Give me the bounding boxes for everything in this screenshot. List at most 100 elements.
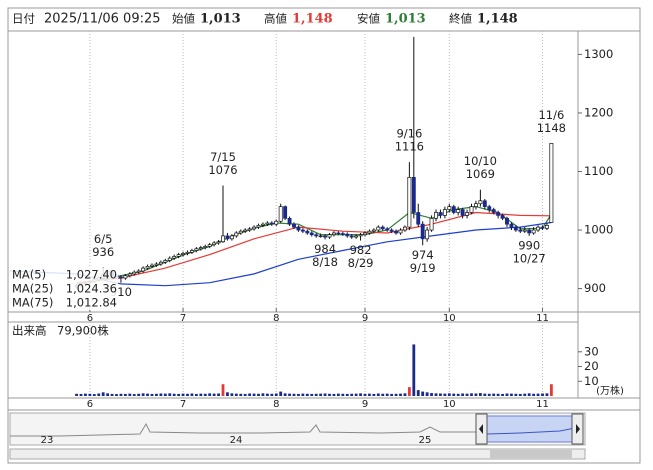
- navigator-window-line: [486, 427, 576, 435]
- annotation-value: 974: [412, 248, 434, 262]
- volume-bar: [532, 393, 536, 396]
- date-label: 日付: [12, 12, 35, 26]
- candle-body: [429, 217, 434, 231]
- volume-bar: [545, 393, 549, 396]
- candle-body: [389, 229, 394, 232]
- volume-bar: [523, 393, 527, 396]
- candle-body: [402, 226, 407, 231]
- x-tick-label: 7: [180, 313, 186, 324]
- navigator-window[interactable]: [486, 415, 578, 443]
- x-tick-label: 7: [180, 399, 186, 410]
- volume-bar: [439, 393, 442, 396]
- volume-bar: [372, 393, 376, 396]
- volume-bar: [97, 393, 101, 396]
- volume-bar: [243, 393, 247, 396]
- volume-bar: [399, 393, 402, 396]
- y-tick-label: 20: [584, 359, 599, 373]
- candle-body: [203, 246, 208, 248]
- y-tick-label: 1000: [584, 223, 613, 237]
- volume-bar: [443, 393, 447, 396]
- volume-bar: [155, 393, 158, 396]
- candle-body: [371, 229, 376, 232]
- candle-body: [447, 206, 452, 210]
- volume-bar: [518, 393, 522, 396]
- volume-latest: 79,900株: [57, 324, 109, 338]
- volume-bar: [274, 393, 278, 396]
- candle-body: [469, 206, 474, 213]
- volume-bar: [305, 393, 309, 396]
- frame: [7, 7, 641, 464]
- candle-body: [420, 223, 425, 240]
- candle-body: [438, 212, 443, 216]
- scrollbar-thumb[interactable]: [490, 450, 572, 458]
- y-tick-label: 1100: [584, 164, 613, 178]
- volume-bar: [75, 393, 78, 396]
- candle-body: [136, 270, 141, 273]
- candle-body: [340, 233, 345, 235]
- volume-bar: [283, 393, 287, 396]
- volume-bar: [270, 393, 274, 396]
- candle-body: [172, 256, 177, 259]
- scrollbar[interactable]: [9, 448, 586, 460]
- volume-bar: [84, 393, 87, 396]
- candle-body: [536, 226, 541, 231]
- candle-body: [300, 229, 305, 232]
- annotation-date: 10/27: [513, 251, 546, 265]
- candle-body: [416, 212, 421, 225]
- volume-bar: [137, 393, 141, 396]
- volume-bar: [359, 393, 362, 396]
- x-tick-label: 10: [443, 399, 456, 410]
- candle-body: [487, 206, 492, 210]
- volume-bar: [199, 393, 203, 396]
- candle-body: [505, 217, 509, 225]
- volume-bar: [234, 393, 238, 396]
- candle-body: [522, 229, 527, 232]
- volume-bar: [177, 393, 181, 396]
- candle-body: [118, 276, 123, 279]
- candle-body: [531, 229, 536, 234]
- candle-body: [238, 230, 243, 234]
- candle-body: [256, 225, 261, 228]
- annotation-date: 9/16: [396, 127, 422, 141]
- candle-body: [473, 203, 478, 207]
- candle-body: [212, 242, 217, 246]
- candle-body: [500, 215, 505, 219]
- volume-bar: [421, 391, 425, 396]
- candle-body: [544, 225, 549, 229]
- volume-bar: [288, 393, 291, 396]
- close-label: 終値: [449, 12, 472, 26]
- navigator-label: 25: [419, 435, 432, 446]
- volume-bar: [501, 393, 504, 396]
- volume-bar: [128, 393, 132, 396]
- candle-body: [243, 229, 248, 232]
- open: 1,013: [200, 12, 241, 27]
- date: 2025/11/06 09:25: [44, 12, 161, 27]
- volume-bar: [150, 393, 154, 396]
- close: 1,148: [477, 12, 518, 27]
- candle-body: [278, 206, 283, 222]
- volume-bar: [212, 393, 216, 396]
- candle-body: [376, 226, 381, 231]
- volume-bar: [239, 393, 243, 396]
- y-tick-label: 900: [584, 281, 606, 295]
- candle-body: [123, 275, 128, 279]
- volume-bar: [505, 393, 509, 396]
- candle-body: [478, 200, 483, 205]
- volume-bar: [88, 393, 92, 396]
- candle-body: [385, 228, 390, 231]
- volume-bar: [279, 391, 283, 396]
- volume-bar: [146, 393, 149, 396]
- x-tick-label: 9: [362, 313, 368, 324]
- candle-body: [513, 226, 518, 231]
- candle-body: [150, 264, 154, 267]
- legend-label: MA(5): [12, 268, 46, 282]
- volume-bar: [208, 393, 212, 396]
- legend-label: MA(75): [12, 296, 53, 310]
- candle-body: [207, 244, 212, 247]
- volume-bar: [248, 393, 252, 396]
- candle-body: [465, 212, 470, 216]
- candle-body: [349, 235, 354, 238]
- volume-bar: [510, 393, 513, 396]
- volume-bar: [332, 393, 336, 396]
